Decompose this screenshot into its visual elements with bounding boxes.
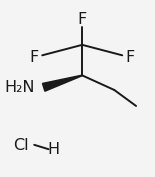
Text: Cl: Cl [13, 138, 29, 153]
Text: H: H [47, 142, 59, 157]
Polygon shape [42, 75, 82, 91]
Text: F: F [78, 12, 87, 27]
Text: H₂N: H₂N [4, 80, 35, 95]
Text: F: F [126, 50, 135, 65]
Text: F: F [30, 50, 39, 65]
